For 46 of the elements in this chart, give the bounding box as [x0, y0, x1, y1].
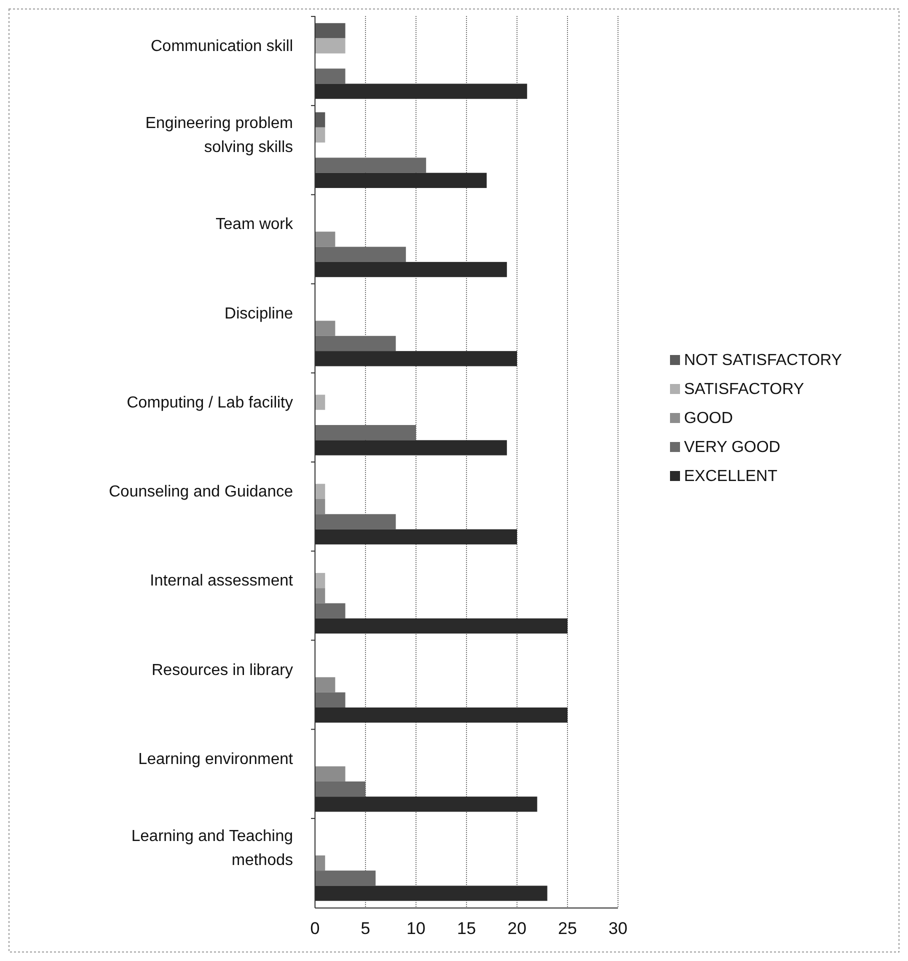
y-tick-label: Learning and Teaching methods — [131, 828, 293, 869]
x-tick-label: 10 — [406, 919, 426, 938]
bar — [315, 425, 416, 440]
y-tick-label: Resources in library — [152, 662, 293, 679]
y-tick-label: Internal assessment — [150, 572, 294, 590]
legend-label: GOOD — [684, 410, 733, 427]
bar — [315, 127, 326, 143]
bar — [315, 68, 346, 84]
bar — [315, 498, 326, 514]
legend-label: NOT SATISFACTORY — [684, 352, 842, 369]
bar — [315, 766, 346, 782]
legend-label: EXCELLENT — [684, 468, 778, 485]
legend-label: VERY GOOD — [684, 439, 780, 456]
y-tick-label: Team work — [216, 216, 294, 234]
bar — [315, 246, 406, 262]
bar — [315, 677, 336, 692]
y-tick-label: Learning environment — [138, 750, 294, 768]
x-tick-label: 5 — [360, 919, 370, 938]
bar — [315, 603, 346, 618]
bar — [315, 870, 376, 886]
bar — [315, 38, 346, 54]
bar — [315, 158, 426, 173]
bar — [315, 484, 326, 499]
y-tick-label: Communication skill — [150, 38, 293, 55]
bar — [315, 514, 396, 530]
bar — [315, 23, 346, 38]
legend-label: SATISFACTORY — [684, 381, 804, 398]
bar — [315, 781, 366, 797]
bar — [315, 232, 336, 247]
y-tick-label: Engineering problem solving skills — [145, 115, 293, 156]
y-tick-label: Counseling and Guidance — [108, 484, 294, 501]
y-tick-label: Discipline — [224, 305, 294, 322]
x-tick-label: 20 — [508, 919, 526, 938]
bar — [315, 855, 326, 871]
bar — [315, 588, 326, 604]
bar — [315, 394, 326, 410]
x-tick-label: 30 — [608, 919, 628, 938]
bar — [315, 112, 326, 128]
bar — [315, 572, 326, 588]
x-tick-label: 25 — [558, 919, 577, 938]
x-tick-label: 15 — [457, 919, 476, 938]
x-tick-label: 0 — [310, 919, 320, 938]
bar — [315, 692, 346, 708]
bar — [315, 320, 336, 336]
y-tick-label: Computing / Lab facility — [126, 394, 293, 412]
bar — [315, 336, 396, 352]
